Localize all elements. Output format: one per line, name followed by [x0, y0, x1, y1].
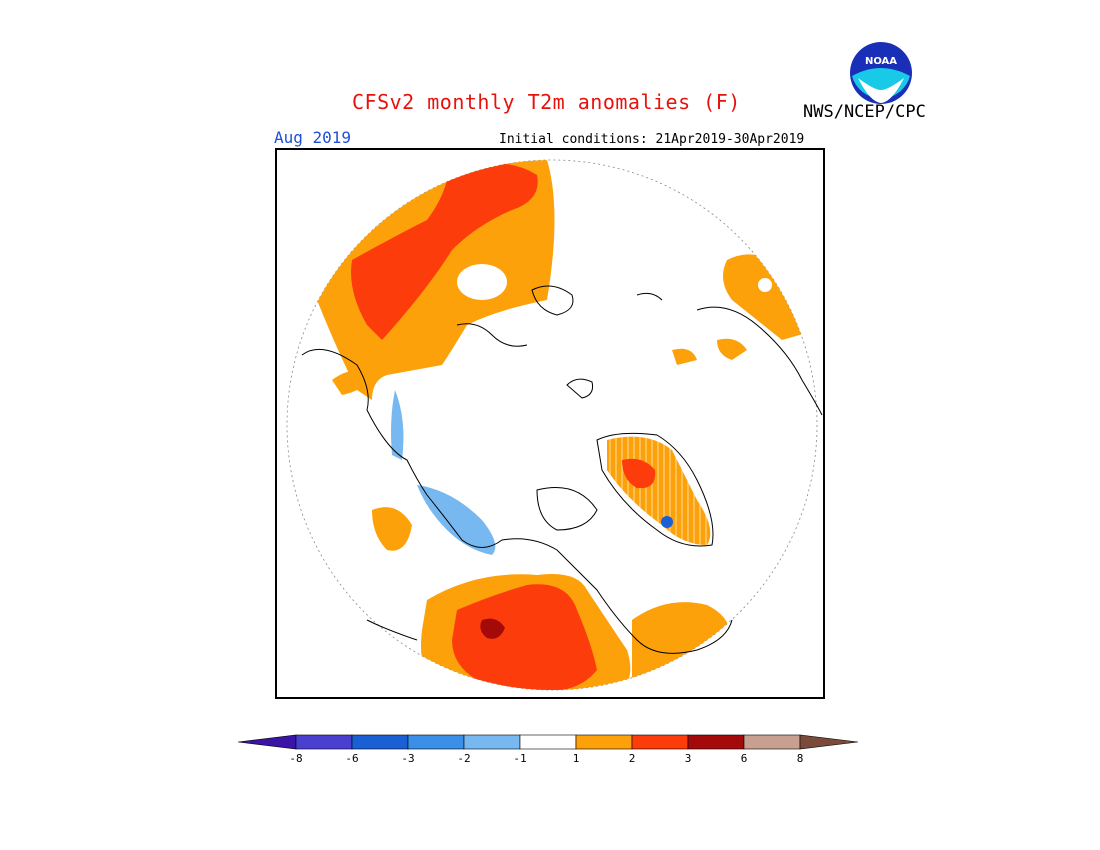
colorbar	[237, 732, 862, 756]
noaa-logo-text: NOAA	[865, 56, 897, 67]
anomaly-region-greenland	[607, 436, 711, 545]
colorbar-segment	[631, 734, 689, 750]
colorbar-segment	[519, 734, 577, 750]
colorbar-segment	[743, 734, 801, 750]
neutral-gap	[457, 264, 507, 300]
anomaly-region-greenland-warm	[622, 458, 656, 489]
anomaly-region-iberia	[332, 371, 367, 395]
colorbar-tick-label: -8	[289, 752, 303, 765]
colorbar-max-arrow	[799, 734, 859, 750]
anomaly-region-europe-warm	[351, 163, 538, 340]
anomaly-region-north-america-warm	[452, 584, 597, 690]
colorbar-tick-label: -2	[457, 752, 471, 765]
colorbar-tick-label: -6	[345, 752, 359, 765]
initial-conditions-label: Initial conditions: 21Apr2019-30Apr2019	[499, 132, 805, 147]
colorbar-segment	[351, 734, 409, 750]
coastlines	[301, 285, 823, 654]
colorbar-tick-label: -3	[401, 752, 415, 765]
colorbar-segment	[295, 734, 353, 750]
colorbar-segment	[575, 734, 633, 750]
forecast-month-label: Aug 2019	[274, 128, 352, 147]
colorbar-tick-label: 1	[572, 752, 580, 765]
anomaly-region-north-america-hot	[480, 618, 505, 639]
polar-map-canvas	[286, 159, 823, 691]
anomaly-region-japan	[717, 338, 747, 360]
colorbar-tick-label: 8	[796, 752, 804, 765]
anomaly-region-greenland-cold	[661, 516, 673, 528]
agency-label: NWS/NCEP/CPC	[803, 102, 926, 122]
colorbar-svg	[237, 734, 859, 750]
colorbar-tick-label: 3	[684, 752, 692, 765]
colorbar-tick-label: 6	[740, 752, 748, 765]
colorbar-tick-label: -1	[513, 752, 527, 765]
colorbar-segment	[687, 734, 745, 750]
anomaly-region-scandinavia-cold	[391, 390, 404, 460]
polar-map	[275, 148, 825, 699]
anomaly-region-east-asia	[723, 254, 817, 340]
noaa-logo-icon: NOAA	[848, 40, 914, 110]
anomaly-region-east-canada	[632, 602, 730, 690]
colorbar-tick-label: 2	[628, 752, 636, 765]
anomaly-region-siberia-cold	[417, 485, 496, 555]
colorbar-segment	[407, 734, 465, 750]
colorbar-segment	[463, 734, 521, 750]
anomaly-region-alaska	[372, 507, 412, 551]
anomaly-region-arctic-island	[672, 348, 697, 365]
chart-title: CFSv2 monthly T2m anomalies (F)	[352, 90, 741, 114]
neutral-gap-east	[758, 278, 772, 292]
colorbar-min-arrow	[237, 734, 297, 750]
